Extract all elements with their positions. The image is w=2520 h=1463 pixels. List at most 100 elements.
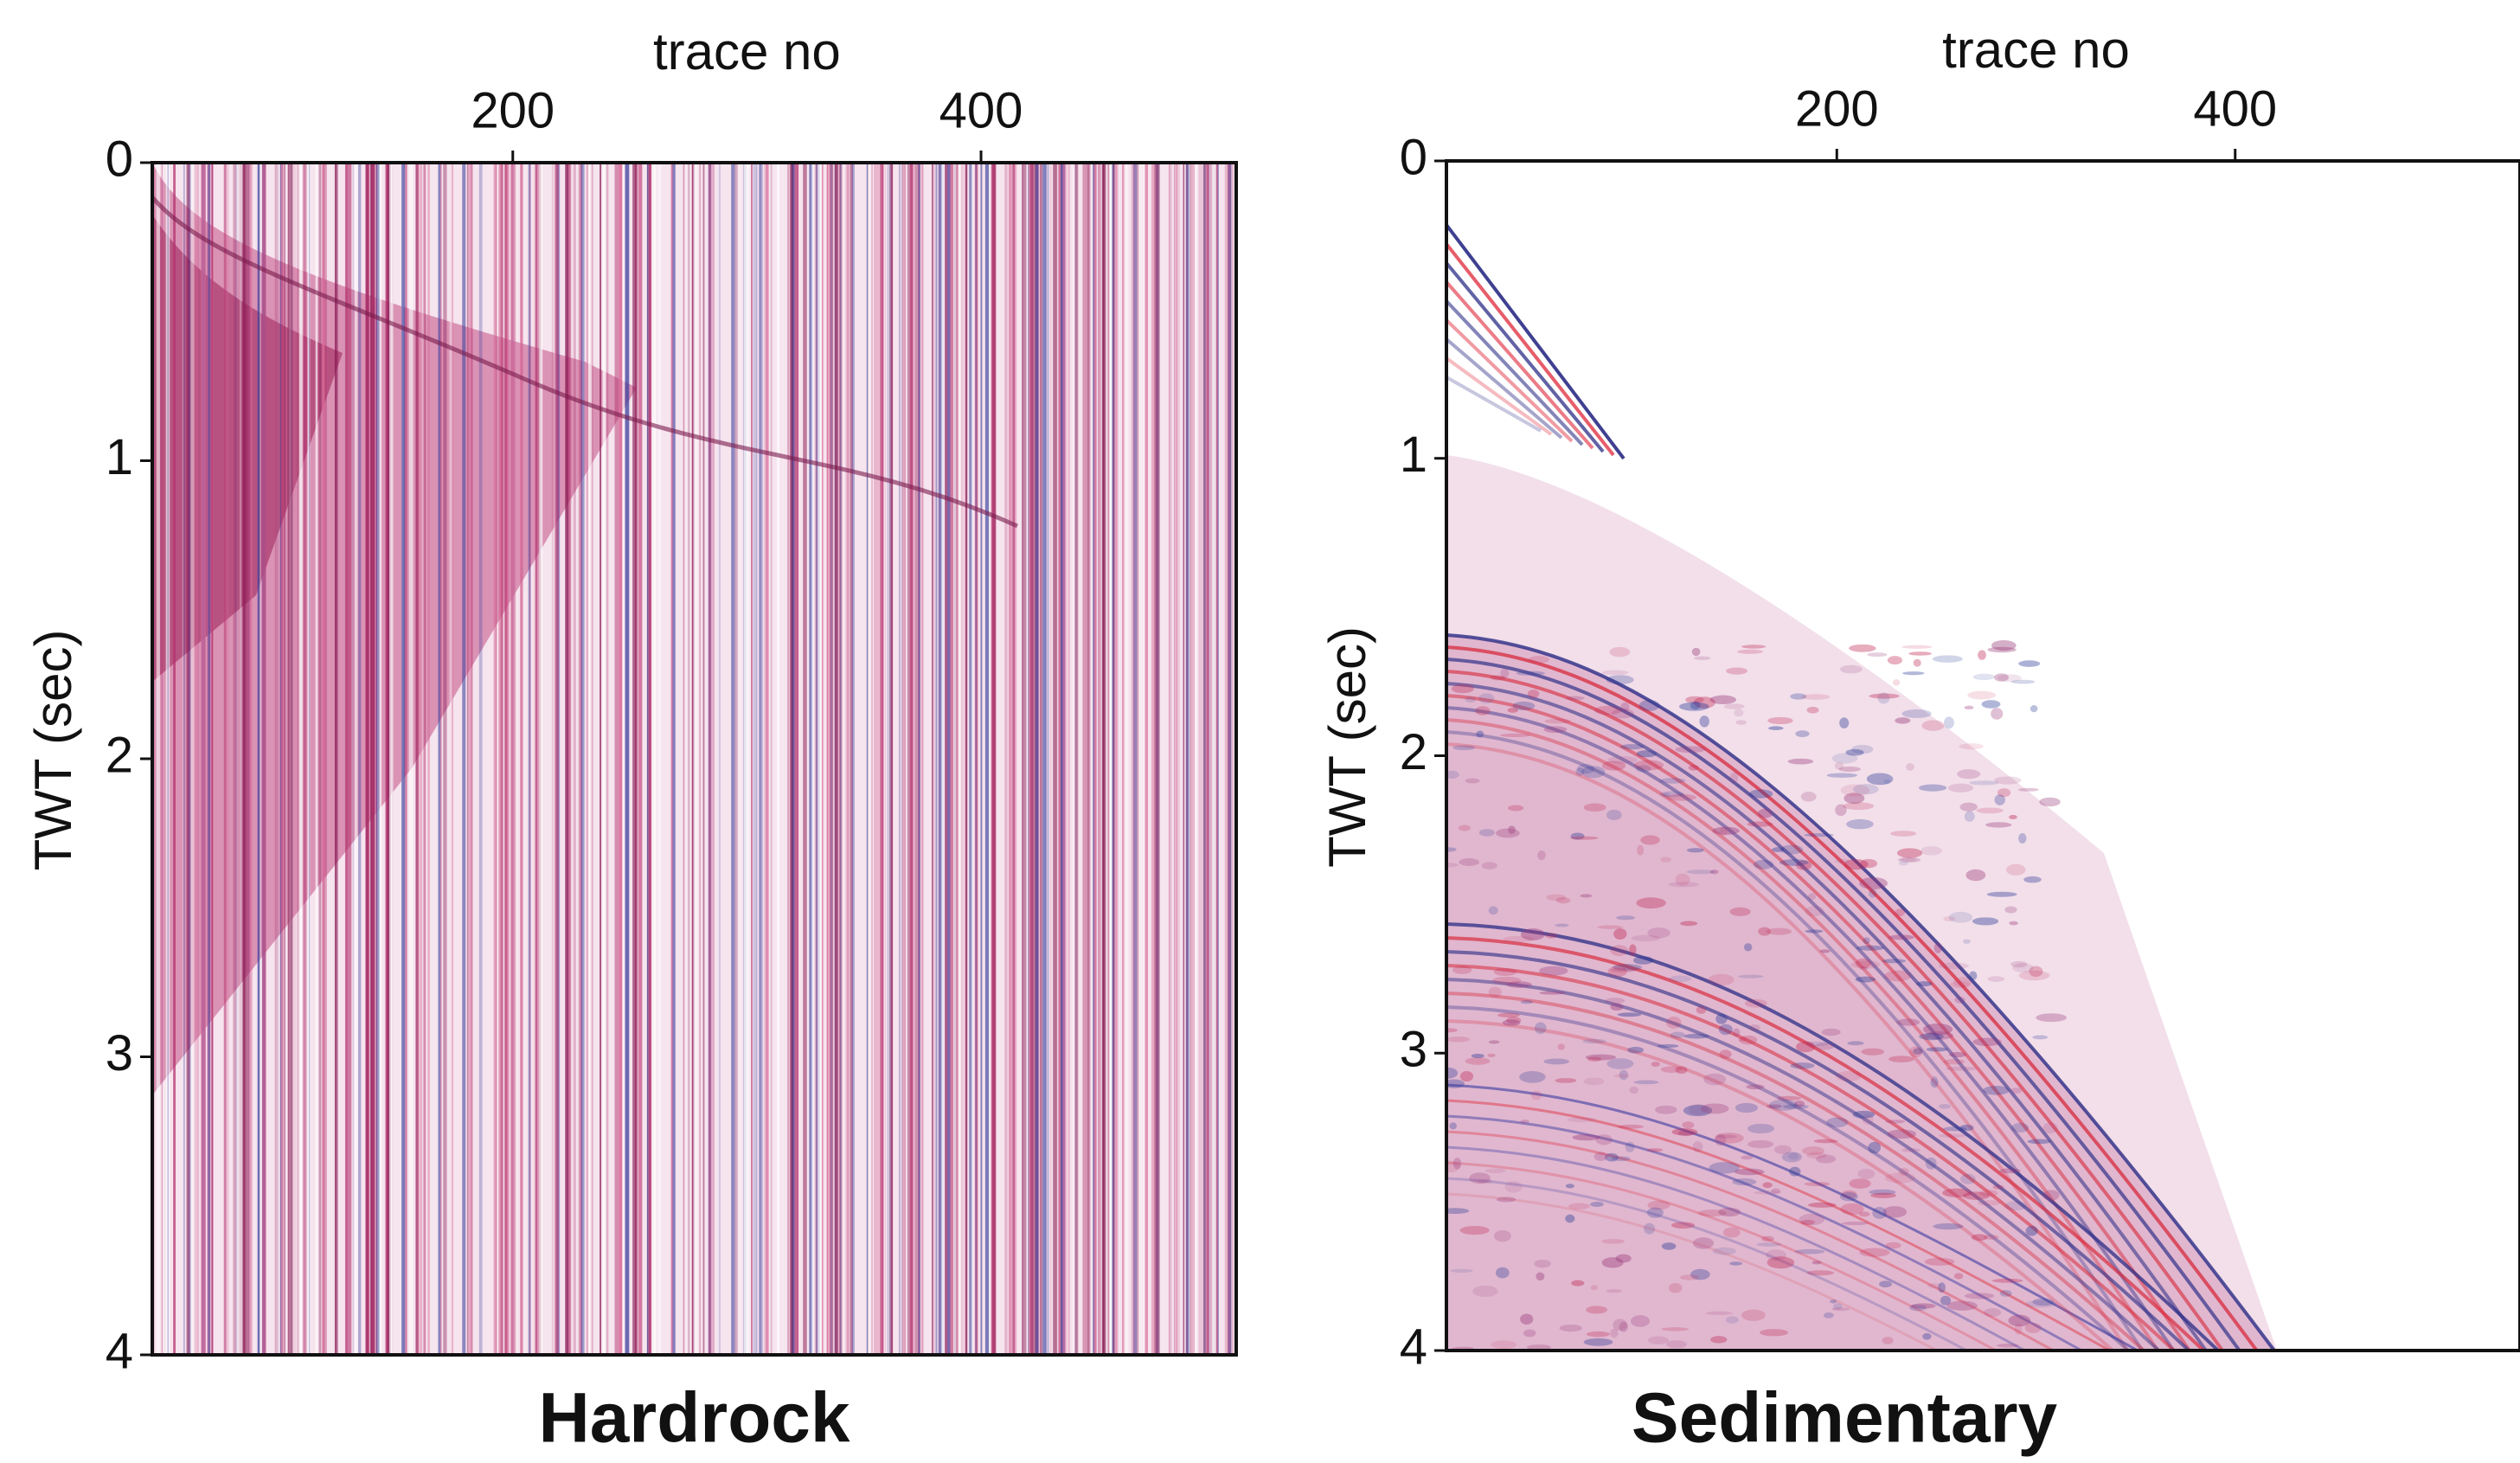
speckle xyxy=(1962,1191,1991,1200)
speckle xyxy=(1771,1188,1781,1194)
speckle xyxy=(1913,658,1921,667)
speckle xyxy=(1930,1078,1939,1088)
speckle xyxy=(1800,1219,1815,1225)
speckle xyxy=(1987,646,2017,653)
speckle xyxy=(1527,690,1540,698)
speckle xyxy=(1855,976,1876,983)
speckle xyxy=(1747,1139,1774,1149)
speckle xyxy=(1507,708,1518,713)
speckle xyxy=(1534,1259,1551,1268)
speckle xyxy=(2025,1299,2056,1308)
speckle xyxy=(1452,1158,1462,1170)
speckle xyxy=(2039,797,2061,807)
speckle xyxy=(1465,696,1477,703)
speckle xyxy=(1636,897,1666,909)
speckle xyxy=(1559,1324,1582,1332)
speckle xyxy=(1888,1056,1914,1062)
speckle xyxy=(1478,829,1495,837)
speckle xyxy=(1790,693,1807,700)
speckle xyxy=(1805,1041,1830,1047)
speckle xyxy=(1733,1028,1741,1036)
y-tick-label: 0 xyxy=(106,131,133,187)
speckle xyxy=(1660,857,1671,863)
speckle xyxy=(1613,1319,1628,1331)
speckle xyxy=(1879,1280,1893,1288)
speckle xyxy=(2008,1314,2031,1327)
speckle xyxy=(1795,730,1810,737)
speckle xyxy=(1520,1000,1534,1004)
speckle xyxy=(1715,1133,1727,1146)
speckle xyxy=(1477,1178,1493,1184)
speckle xyxy=(1832,1303,1843,1310)
speckle xyxy=(1700,1103,1729,1114)
speckle xyxy=(2009,921,2018,926)
speckle xyxy=(1888,934,1914,940)
reflection xyxy=(1446,1192,1940,1351)
speckle xyxy=(1898,861,1908,866)
speckle xyxy=(1601,1239,1625,1244)
reflection xyxy=(1446,682,2209,1351)
reflection xyxy=(1446,991,2146,1351)
speckle xyxy=(1488,906,1498,915)
seismic-image xyxy=(1446,161,2520,1351)
speckle xyxy=(1496,1197,1516,1203)
speckle xyxy=(1555,923,1569,927)
speckle xyxy=(1595,1134,1613,1145)
speckle xyxy=(1789,1166,1801,1177)
speckle xyxy=(1922,1023,1953,1036)
speckle xyxy=(1683,1105,1713,1117)
speckle xyxy=(2018,787,2039,792)
speckle xyxy=(1690,1268,1710,1280)
speckle xyxy=(1887,656,1903,665)
speckle xyxy=(1971,1234,1988,1242)
speckle xyxy=(1816,1154,1837,1164)
speckle xyxy=(1610,1328,1619,1338)
speckle xyxy=(1718,1207,1741,1217)
speckle xyxy=(1863,937,1870,945)
speckle xyxy=(1452,745,1476,751)
speckle xyxy=(1927,1283,1942,1289)
y-tick-label: 2 xyxy=(106,727,133,783)
speckle xyxy=(1571,1280,1585,1287)
speckle xyxy=(2018,660,2041,667)
speckle xyxy=(1613,1074,1630,1078)
speckle xyxy=(2042,1190,2060,1201)
reflection xyxy=(1446,1005,2132,1351)
speckle xyxy=(1647,927,1670,939)
speckle xyxy=(1826,1117,1849,1128)
panel-title: Sedimentary xyxy=(1632,1379,2058,1458)
speckle xyxy=(1530,1090,1542,1100)
speckle xyxy=(1459,858,1480,866)
y-tick-label: 3 xyxy=(106,1025,133,1081)
speckle xyxy=(1660,1066,1682,1073)
speckle xyxy=(1795,860,1812,870)
speckle xyxy=(1908,651,1932,656)
reflection xyxy=(1446,645,2260,1351)
y-axis-label: TWT (sec) xyxy=(1318,626,1376,868)
speckle xyxy=(1661,1327,1690,1331)
speckle xyxy=(1668,882,1700,888)
speckle xyxy=(1500,668,1510,678)
speckle xyxy=(1629,944,1637,956)
speckle xyxy=(1882,959,1907,964)
speckle xyxy=(1948,911,1973,923)
speckle xyxy=(1546,894,1567,902)
speckle xyxy=(1859,1248,1890,1257)
y-tick-label: 1 xyxy=(106,429,133,485)
speckle xyxy=(1836,1070,1862,1081)
speckle xyxy=(1819,949,1831,953)
speckle xyxy=(1607,966,1627,978)
speckle xyxy=(1768,726,1784,730)
speckle xyxy=(1697,1210,1727,1217)
speckle xyxy=(1772,847,1785,852)
speckle xyxy=(1741,645,1767,649)
speckle xyxy=(1887,1129,1917,1139)
speckle xyxy=(1838,766,1861,773)
speckle xyxy=(1446,1028,1458,1033)
speckle xyxy=(1781,1152,1802,1163)
speckle xyxy=(1852,1110,1876,1119)
speckle xyxy=(1544,718,1571,724)
speckle xyxy=(1489,1040,1500,1044)
speckle xyxy=(1606,1289,1623,1293)
speckle xyxy=(1734,1168,1765,1176)
